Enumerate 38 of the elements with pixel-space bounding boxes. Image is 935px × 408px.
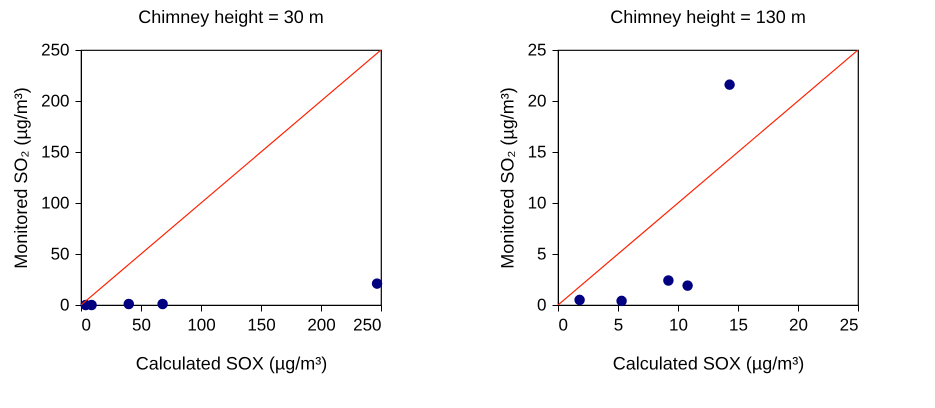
x-tick-label: 200 bbox=[307, 316, 336, 334]
x-tick-label: 15 bbox=[729, 316, 748, 334]
y-tick-label: 250 bbox=[41, 40, 70, 60]
y-tick-label: 15 bbox=[528, 142, 546, 162]
y-tick-label: 100 bbox=[41, 194, 70, 212]
y-tick-label: 200 bbox=[41, 92, 70, 110]
x-tick-label: 20 bbox=[789, 316, 808, 334]
y-tick-label: 5 bbox=[537, 244, 546, 264]
y-axis-title: Monitored SO₂ (µg/m³) bbox=[498, 87, 518, 269]
x-tick-label: 25 bbox=[840, 316, 858, 334]
chart-title: Chimney height = 130 m bbox=[610, 7, 806, 27]
x-axis-title: Calculated SOX (µg/m³) bbox=[136, 354, 328, 374]
point bbox=[663, 275, 674, 286]
x-tick-label: 0 bbox=[558, 316, 568, 334]
x-axis-title: Calculated SOX (µg/m³) bbox=[612, 354, 804, 374]
chart-title: Chimney height = 30 m bbox=[138, 7, 324, 27]
point bbox=[574, 294, 585, 306]
y-tick-label: 150 bbox=[41, 142, 70, 162]
y-tick-label: 0 bbox=[537, 296, 546, 314]
y-tick-label: 10 bbox=[528, 194, 546, 212]
y-tick-label: 0 bbox=[60, 296, 70, 314]
x-tick-label: 10 bbox=[669, 316, 688, 334]
point bbox=[157, 298, 168, 310]
y-tick-label: 50 bbox=[50, 244, 70, 264]
point bbox=[124, 298, 134, 310]
point bbox=[372, 278, 382, 289]
x-tick-label: 5 bbox=[614, 316, 624, 334]
y-tick-label: 25 bbox=[528, 40, 546, 60]
x-tick-label: 150 bbox=[247, 316, 276, 334]
y-axis-title: Monitored SO₂ (µg/m³) bbox=[11, 87, 32, 269]
x-tick-label: 250 bbox=[353, 316, 382, 334]
x-tick-label: 100 bbox=[187, 316, 216, 334]
point bbox=[682, 280, 693, 291]
x-tick-label: 50 bbox=[132, 316, 151, 334]
point bbox=[616, 296, 627, 306]
y-tick-label: 20 bbox=[528, 92, 546, 110]
x-tick-label: 0 bbox=[82, 316, 91, 334]
point bbox=[724, 79, 735, 90]
